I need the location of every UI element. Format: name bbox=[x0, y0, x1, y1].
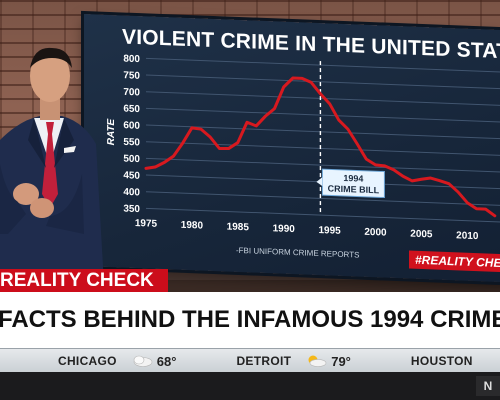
x-tick-label: 1995 bbox=[318, 225, 341, 237]
network-logo-icon: N bbox=[476, 376, 500, 396]
y-tick-label: 400 bbox=[123, 187, 140, 199]
ticker-city-name: HOUSTON bbox=[410, 354, 473, 368]
violent-crime-rate-line bbox=[144, 76, 497, 218]
ticker-city-houston: HOUSTON bbox=[411, 354, 473, 368]
ticker-city-name: CHICAGO bbox=[58, 354, 117, 368]
gridline bbox=[146, 191, 500, 206]
crime-bill-label-year: 1994 bbox=[343, 173, 363, 184]
gridline bbox=[146, 107, 500, 123]
x-tick-label: 1985 bbox=[227, 221, 250, 233]
y-tick-label: 600 bbox=[123, 120, 140, 132]
ticker-city-name: DETROIT bbox=[236, 354, 292, 368]
x-tick-label: 2000 bbox=[364, 227, 387, 239]
partly-sunny-icon bbox=[308, 355, 327, 367]
gridline bbox=[146, 141, 500, 156]
ticker-city-detroit: DETROIT 79° bbox=[236, 354, 350, 369]
gridline bbox=[146, 74, 500, 90]
headline-text: FACTS BEHIND THE INFAMOUS 1994 CRIME BIL… bbox=[0, 306, 500, 333]
partly-cloudy-icon bbox=[133, 355, 153, 367]
gridline bbox=[146, 207, 500, 223]
gridline bbox=[146, 157, 500, 173]
y-tick-label: 800 bbox=[123, 54, 140, 66]
video-wall-screen: VIOLENT CRIME IN THE UNITED STATES 800 75… bbox=[84, 14, 500, 283]
y-tick-label: 750 bbox=[123, 70, 140, 82]
y-axis-label: RATE bbox=[106, 118, 117, 145]
gridline bbox=[146, 57, 500, 73]
x-tick-label: 2010 bbox=[456, 230, 479, 242]
headline-bar: FACTS BEHIND THE INFAMOUS 1994 CRIME BIL… bbox=[0, 292, 500, 348]
weather-ticker: CHICAGO 68° DETROIT 79° HOUSTON bbox=[0, 348, 500, 373]
x-tick-label: 1980 bbox=[181, 220, 204, 232]
x-tick-label: 1975 bbox=[135, 218, 158, 230]
crime-bill-label-pointer bbox=[316, 177, 323, 187]
ticker-temp: 79° bbox=[331, 353, 351, 369]
y-tick-label: 500 bbox=[123, 154, 140, 166]
ticker-city-chicago: CHICAGO 68° bbox=[58, 354, 176, 369]
x-tick-label: 1990 bbox=[273, 223, 296, 235]
ticker-temp: 68° bbox=[156, 353, 177, 369]
gridline bbox=[146, 124, 500, 140]
x-tick-label: 2005 bbox=[410, 229, 433, 241]
y-tick-label: 550 bbox=[123, 137, 140, 149]
y-tick-label: 350 bbox=[123, 204, 140, 216]
violent-crime-chart: 800 750 700 650 600 550 500 450 400 350 1975 1980 19… bbox=[106, 54, 500, 242]
bottom-bar bbox=[0, 372, 500, 400]
crime-bill-label-text: CRIME BILL bbox=[328, 183, 380, 195]
y-tick-label: 450 bbox=[123, 170, 140, 182]
y-tick-label: 700 bbox=[123, 87, 140, 99]
crime-bill-label-box bbox=[321, 168, 385, 199]
y-tick-label: 650 bbox=[123, 104, 140, 116]
reality-check-label: REALITY CHECK bbox=[0, 269, 168, 292]
